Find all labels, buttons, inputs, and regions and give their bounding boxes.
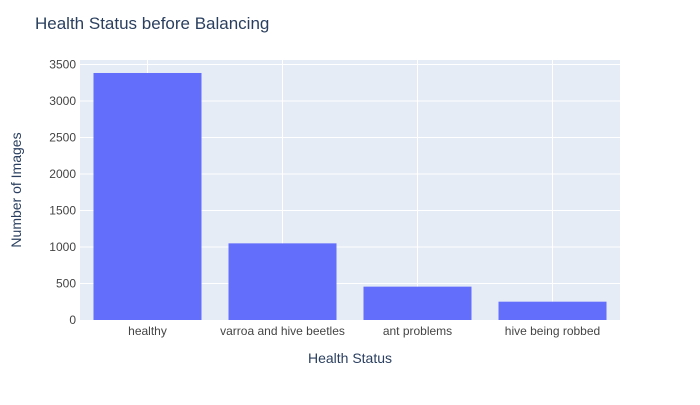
y-tick-label: 1000 [49,240,76,254]
x-tick-label: varroa and hive beetles [220,324,345,338]
chart-title: Health Status before Balancing [35,14,269,33]
x-tick-label: healthy [128,324,167,338]
x-axis-ticks: healthy varroa and hive beetles ant proble… [128,324,600,338]
y-tick-label: 500 [56,277,76,291]
y-tick-label: 0 [69,313,76,327]
x-axis-label: Health Status [308,350,392,366]
y-tick-label: 3500 [49,58,76,72]
y-axis-ticks: 0 500 1000 1500 2000 2500 3000 3500 [49,58,76,327]
bar-ant-problems[interactable] [363,286,472,320]
y-tick-label: 2500 [49,131,76,145]
y-axis-label: Number of Images [8,132,24,247]
y-tick-label: 1500 [49,204,76,218]
bars [93,72,607,320]
x-tick-label: ant problems [383,324,452,338]
y-tick-label: 2000 [49,167,76,181]
bar-varroa-and-hive-beetles[interactable] [228,243,337,320]
bar-hive-being-robbed[interactable] [498,301,607,320]
x-tick-label: hive being robbed [505,324,600,338]
y-tick-label: 3000 [49,94,76,108]
bar-healthy[interactable] [93,72,202,320]
